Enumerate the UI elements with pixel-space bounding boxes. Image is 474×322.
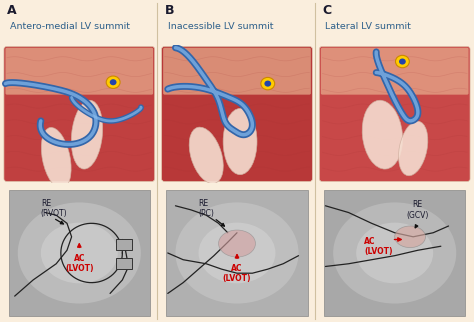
Circle shape — [261, 77, 275, 90]
FancyBboxPatch shape — [116, 258, 132, 269]
Ellipse shape — [71, 100, 103, 169]
Ellipse shape — [356, 223, 433, 283]
FancyBboxPatch shape — [4, 46, 155, 182]
Text: B: B — [164, 4, 174, 17]
Text: Lateral LV summit: Lateral LV summit — [326, 23, 411, 31]
Ellipse shape — [395, 226, 426, 248]
Ellipse shape — [219, 230, 255, 257]
Circle shape — [106, 76, 120, 89]
Text: RE
(RVOT): RE (RVOT) — [41, 199, 67, 218]
Circle shape — [399, 59, 406, 65]
FancyBboxPatch shape — [321, 48, 469, 95]
Ellipse shape — [175, 203, 299, 304]
Ellipse shape — [362, 100, 402, 169]
Ellipse shape — [333, 203, 456, 304]
Ellipse shape — [189, 127, 223, 184]
Text: AC
(LVOT): AC (LVOT) — [364, 237, 392, 256]
Ellipse shape — [223, 109, 257, 175]
Circle shape — [110, 79, 117, 85]
Text: C: C — [322, 4, 331, 17]
Text: A: A — [7, 4, 17, 17]
Text: AC
(LVOT): AC (LVOT) — [223, 263, 251, 283]
FancyBboxPatch shape — [319, 46, 470, 182]
Ellipse shape — [41, 128, 71, 189]
FancyBboxPatch shape — [116, 240, 132, 250]
FancyBboxPatch shape — [163, 48, 311, 95]
Ellipse shape — [18, 203, 141, 304]
Ellipse shape — [41, 223, 118, 283]
FancyBboxPatch shape — [162, 46, 312, 182]
FancyBboxPatch shape — [5, 48, 153, 95]
Ellipse shape — [199, 223, 275, 283]
Text: Inacessible LV summit: Inacessible LV summit — [168, 23, 273, 31]
Circle shape — [264, 80, 271, 87]
Text: RE
(PC): RE (PC) — [199, 199, 214, 218]
Text: Antero-medial LV summit: Antero-medial LV summit — [10, 23, 130, 31]
FancyBboxPatch shape — [9, 190, 150, 316]
Text: RE
(GCV): RE (GCV) — [407, 200, 429, 220]
Circle shape — [395, 55, 410, 68]
FancyBboxPatch shape — [324, 190, 465, 316]
Ellipse shape — [399, 121, 428, 176]
FancyBboxPatch shape — [166, 190, 308, 316]
Text: AC
(LVOT): AC (LVOT) — [65, 254, 93, 273]
